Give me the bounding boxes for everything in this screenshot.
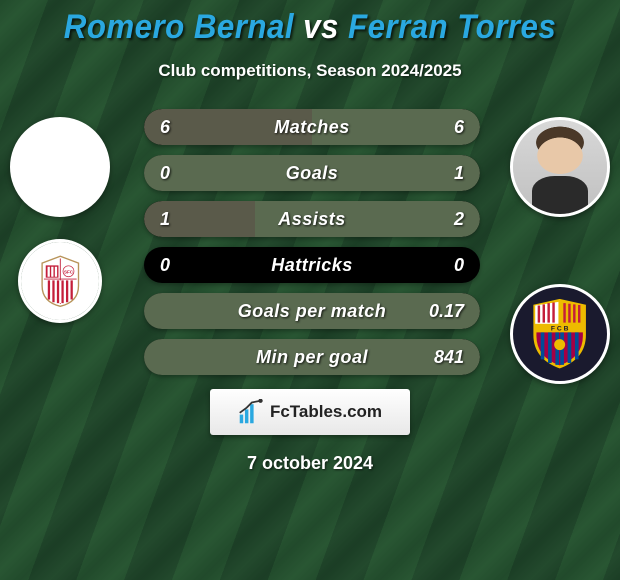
player2-photo: [513, 120, 607, 214]
stat-row: 0Hattricks0: [144, 247, 480, 283]
stat-row: 0Goals1: [144, 155, 480, 191]
fctables-logo-icon: [238, 399, 264, 425]
barcelona-crest-icon: F C B: [523, 297, 596, 370]
player2-club-badge: F C B: [510, 284, 610, 384]
stat-value-right: 6: [414, 117, 464, 138]
date-text: 7 october 2024: [0, 453, 620, 474]
player2-avatar: [510, 117, 610, 217]
stat-label: Matches: [210, 117, 414, 138]
stats-area: SFC F C B: [0, 109, 620, 375]
stat-rows: 6Matches60Goals11Assists20Hattricks0Goal…: [140, 109, 480, 375]
stat-label: Assists: [210, 209, 414, 230]
stat-value-right: 2: [414, 209, 464, 230]
stat-row: 1Assists2: [144, 201, 480, 237]
stat-row: Goals per match0.17: [144, 293, 480, 329]
page-title: Romero Bernal vs Ferran Torres: [25, 8, 595, 47]
sevilla-crest-icon: SFC: [33, 254, 88, 309]
player1-club-badge: SFC: [18, 239, 102, 323]
subtitle: Club competitions, Season 2024/2025: [0, 61, 620, 81]
stat-label: Goals: [210, 163, 414, 184]
stat-label: Goals per match: [210, 301, 414, 322]
brand-text: FcTables.com: [270, 402, 382, 422]
stat-value-left: 1: [160, 209, 210, 230]
stat-value-right: 841: [414, 347, 464, 368]
brand-badge: FcTables.com: [210, 389, 410, 435]
comparison-card: Romero Bernal vs Ferran Torres Club comp…: [0, 0, 620, 580]
stat-row: 6Matches6: [144, 109, 480, 145]
stat-row: Min per goal841: [144, 339, 480, 375]
title-player1: Romero Bernal: [64, 8, 294, 46]
svg-text:SFC: SFC: [64, 269, 74, 274]
svg-text:F C B: F C B: [551, 326, 569, 333]
player1-avatar: [10, 117, 110, 217]
stat-value-right: 1: [414, 163, 464, 184]
stat-value-right: 0.17: [414, 301, 464, 322]
silhouette-icon: [13, 120, 107, 214]
stat-value-left: 6: [160, 117, 210, 138]
stat-value-right: 0: [414, 255, 464, 276]
title-player2: Ferran Torres: [348, 8, 556, 46]
title-vs: vs: [294, 8, 348, 46]
stat-label: Hattricks: [210, 255, 414, 276]
stat-value-left: 0: [160, 255, 210, 276]
stat-label: Min per goal: [210, 347, 414, 368]
stat-value-left: 0: [160, 163, 210, 184]
